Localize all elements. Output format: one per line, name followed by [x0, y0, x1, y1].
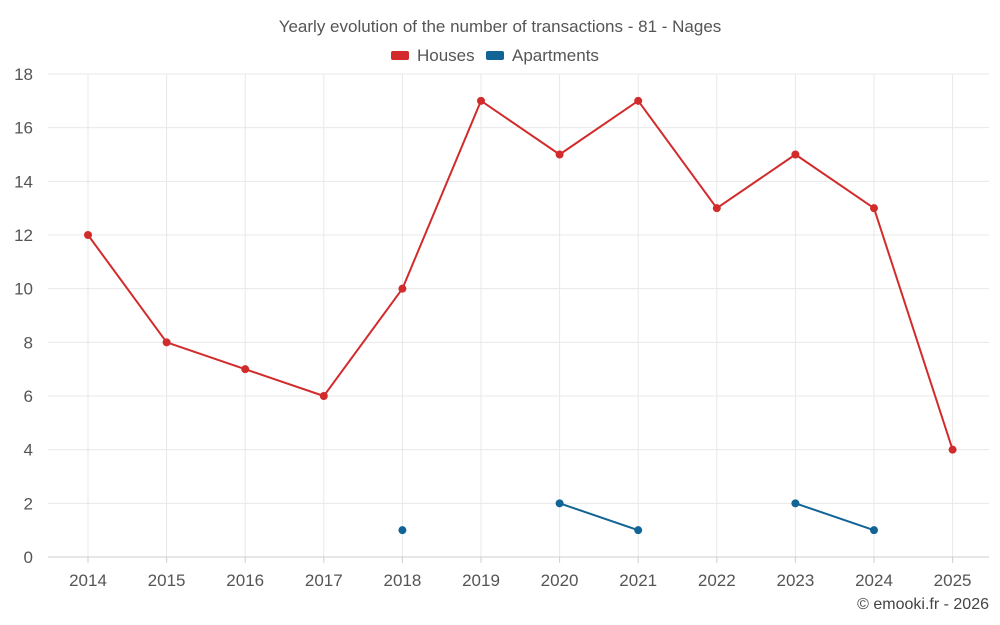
data-point-apartments-2024[interactable] — [870, 526, 878, 535]
x-tick-label: 2023 — [776, 571, 814, 590]
x-tick-label: 2016 — [226, 571, 264, 590]
data-point-houses-2015[interactable] — [162, 338, 171, 347]
x-axis-ticks: 2014 2015 2016 2017 2018 2019 2020 2021 2022 2023… — [69, 557, 972, 590]
legend-label-apartments[interactable]: Apartments — [512, 46, 599, 65]
data-point-apartments-2018[interactable] — [398, 526, 407, 535]
data-point-houses-2021[interactable] — [634, 96, 643, 105]
series-layer — [84, 96, 957, 535]
data-point-houses-2019[interactable] — [477, 96, 485, 105]
data-point-apartments-2020[interactable] — [555, 499, 564, 508]
data-point-houses-2025[interactable] — [948, 445, 957, 454]
data-point-houses-2022[interactable] — [712, 204, 721, 213]
x-tick-label: 2018 — [383, 571, 421, 590]
data-point-houses-2017[interactable] — [319, 392, 328, 400]
y-tick-label: 4 — [24, 441, 33, 460]
grid — [48, 73, 989, 558]
series-apartments — [398, 499, 878, 535]
x-tick-label: 2022 — [698, 571, 736, 590]
chart-title: Yearly evolution of the number of transa… — [279, 17, 722, 36]
legend: Houses Apartments — [391, 46, 599, 65]
credit-text: © emooki.fr - 2026 — [857, 596, 989, 613]
legend-swatch-houses[interactable] — [391, 51, 409, 60]
data-point-houses-2024[interactable] — [870, 204, 878, 213]
data-point-houses-2023[interactable] — [791, 150, 800, 159]
y-tick-label: 12 — [14, 226, 33, 245]
y-tick-label: 14 — [14, 172, 33, 191]
y-tick-label: 6 — [24, 387, 33, 406]
data-point-apartments-2021[interactable] — [634, 526, 643, 535]
series-line-apartments — [559, 502, 639, 532]
x-tick-label: 2014 — [69, 571, 107, 590]
y-tick-label: 8 — [24, 333, 33, 352]
data-point-houses-2020[interactable] — [555, 150, 564, 159]
legend-label-houses[interactable]: Houses — [417, 46, 475, 65]
data-point-houses-2014[interactable] — [84, 231, 92, 239]
x-tick-label: 2024 — [855, 571, 893, 590]
x-tick-label: 2025 — [934, 571, 972, 590]
legend-swatch-apartments[interactable] — [486, 51, 504, 60]
x-tick-label: 2020 — [541, 571, 579, 590]
x-tick-label: 2015 — [148, 571, 186, 590]
data-point-apartments-2023[interactable] — [791, 499, 800, 508]
y-tick-label: 10 — [14, 280, 33, 299]
x-tick-label: 2021 — [619, 571, 657, 590]
y-tick-label: 16 — [14, 119, 33, 138]
series-line-apartments — [795, 502, 875, 532]
data-point-houses-2016[interactable] — [241, 365, 250, 374]
y-tick-label: 2 — [24, 494, 33, 513]
series-line-houses — [87, 99, 954, 451]
series-houses — [84, 96, 957, 454]
x-tick-label: 2017 — [305, 571, 343, 590]
y-axis-ticks: 0 2 4 6 8 10 12 14 16 18 — [14, 65, 33, 567]
y-tick-label: 18 — [14, 65, 33, 84]
y-tick-label: 0 — [24, 548, 33, 567]
data-point-houses-2018[interactable] — [398, 284, 407, 293]
x-tick-label: 2019 — [462, 571, 500, 590]
